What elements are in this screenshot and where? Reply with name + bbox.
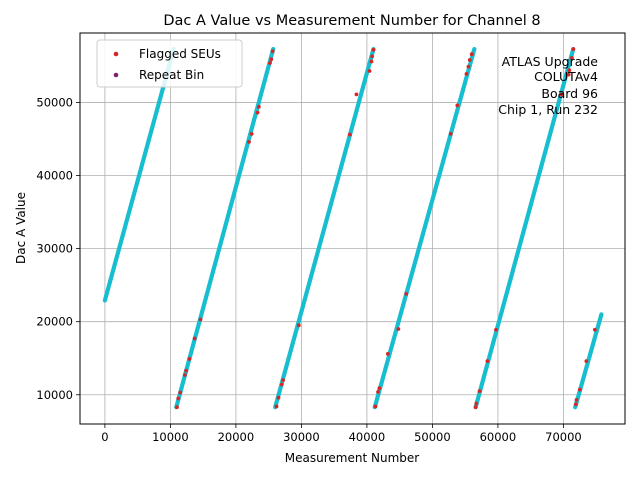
flagged-seu-point xyxy=(485,359,490,364)
flagged-seu-point xyxy=(255,110,260,115)
flagged-seu-point xyxy=(376,389,380,394)
flagged-seu-point xyxy=(559,92,564,97)
flagged-seu-point xyxy=(448,131,453,136)
flagged-seu-point xyxy=(577,387,582,392)
x-tick-label: 40000 xyxy=(349,430,386,444)
flagged-seu-point xyxy=(192,336,197,341)
flagged-seu-point xyxy=(184,368,189,373)
flagged-seu-point xyxy=(281,378,285,383)
legend-label-repeat-bin: Repeat Bin xyxy=(139,68,204,82)
flagged-seu-point xyxy=(469,52,474,57)
flagged-seu-point xyxy=(198,317,203,322)
data-ramp-segment xyxy=(102,46,176,303)
flagged-seu-point xyxy=(371,47,376,52)
y-axis-label: Dac A Value xyxy=(14,192,28,264)
x-tick-label: 10000 xyxy=(152,430,189,444)
data-ramp-segment xyxy=(573,312,604,410)
flagged-seu-point xyxy=(256,104,261,109)
flagged-seu-point xyxy=(347,132,352,137)
flagged-seu-point xyxy=(373,404,378,409)
flagged-seu-point xyxy=(494,327,498,332)
x-tick-label: 50000 xyxy=(414,430,451,444)
flagged-seu-point xyxy=(270,49,275,54)
flagged-seu-point xyxy=(584,359,589,364)
flagged-seu-point xyxy=(178,390,183,395)
flagged-seu-point xyxy=(377,386,382,391)
flagged-seu-point xyxy=(566,72,571,77)
legend-label-flagged-seus: Flagged SEUs xyxy=(139,47,221,61)
flagged-seu-point xyxy=(467,58,472,62)
data-ramp-segment xyxy=(174,46,276,410)
x-tick-label: 30000 xyxy=(283,430,320,444)
flagged-seu-point xyxy=(276,395,281,400)
y-tick-label: 10000 xyxy=(36,388,73,402)
legend-marker-repeat-bin xyxy=(113,72,119,78)
data-layer xyxy=(102,46,604,410)
y-tick-label: 30000 xyxy=(36,242,73,256)
x-tick-label: 60000 xyxy=(480,430,517,444)
flagged-seu-point xyxy=(574,397,579,402)
flagged-seu-point xyxy=(187,357,192,361)
annotation-line: ATLAS Upgrade xyxy=(502,54,599,69)
flagged-seu-point xyxy=(279,382,284,387)
flagged-seu-point xyxy=(570,55,574,60)
flagged-seu-point xyxy=(370,54,375,59)
data-ramp-segment xyxy=(273,46,376,410)
plot-frame xyxy=(79,32,626,425)
flagged-seu-point xyxy=(404,292,409,296)
x-tick-label: 70000 xyxy=(545,430,582,444)
legend-marker-flagged-seus xyxy=(113,51,119,57)
y-tick-label: 40000 xyxy=(36,169,73,183)
flagged-seu-point xyxy=(367,69,372,73)
chart-title: Dac A Value vs Measurement Number for Ch… xyxy=(163,13,540,29)
flagged-seu-point xyxy=(176,396,181,401)
data-ramp-segment xyxy=(473,46,576,410)
flagged-seu-point xyxy=(571,47,576,51)
flagged-seu-point xyxy=(466,64,471,69)
data-ramp-segment xyxy=(372,46,477,410)
flagged-seu-point xyxy=(464,72,469,76)
flagged-seu-point xyxy=(182,373,187,377)
flagged-seu-point xyxy=(269,57,274,62)
y-tick-label: 50000 xyxy=(36,95,73,109)
x-tick-label: 20000 xyxy=(218,430,255,444)
flagged-seu-point xyxy=(455,103,460,108)
x-tick-label: 0 xyxy=(101,430,108,444)
flagged-seu-point xyxy=(354,92,359,97)
annotation-box: ATLAS Upgrade COLUTAv4 Board 96 Chip 1, … xyxy=(498,54,598,117)
flagged-seu-point xyxy=(474,401,479,406)
flagged-seu-point xyxy=(573,402,578,407)
legend: Flagged SEUs Repeat Bin xyxy=(96,39,243,88)
flagged-seu-point xyxy=(477,389,482,394)
flagged-seu-point xyxy=(175,405,179,410)
x-axis-label: Measurement Number xyxy=(285,451,419,465)
flagged-seu-point xyxy=(592,327,597,332)
flagged-seu-point xyxy=(296,323,301,328)
flagged-seu-point xyxy=(249,131,254,136)
flagged-seu-point xyxy=(473,405,478,410)
annotation-line: COLUTAv4 xyxy=(534,69,598,84)
y-axis-ticks: 10000 20000 30000 40000 50000 xyxy=(36,95,80,402)
legend-frame xyxy=(96,39,243,88)
flagged-seu-point xyxy=(268,61,272,65)
flagged-seu-point xyxy=(567,68,572,73)
grid xyxy=(80,33,625,424)
flagged-seu-point xyxy=(396,327,401,331)
flagged-seu-point xyxy=(247,139,251,144)
flagged-seu-point xyxy=(274,404,279,409)
flagged-seu-point xyxy=(369,59,374,64)
x-axis-ticks: 0 10000 20000 30000 40000 50000 60000 70000 xyxy=(101,424,582,444)
flagged-seu-point xyxy=(385,351,390,356)
annotation-line: Chip 1, Run 232 xyxy=(498,102,598,117)
y-tick-label: 20000 xyxy=(36,315,73,329)
annotation-line: Board 96 xyxy=(541,86,598,101)
